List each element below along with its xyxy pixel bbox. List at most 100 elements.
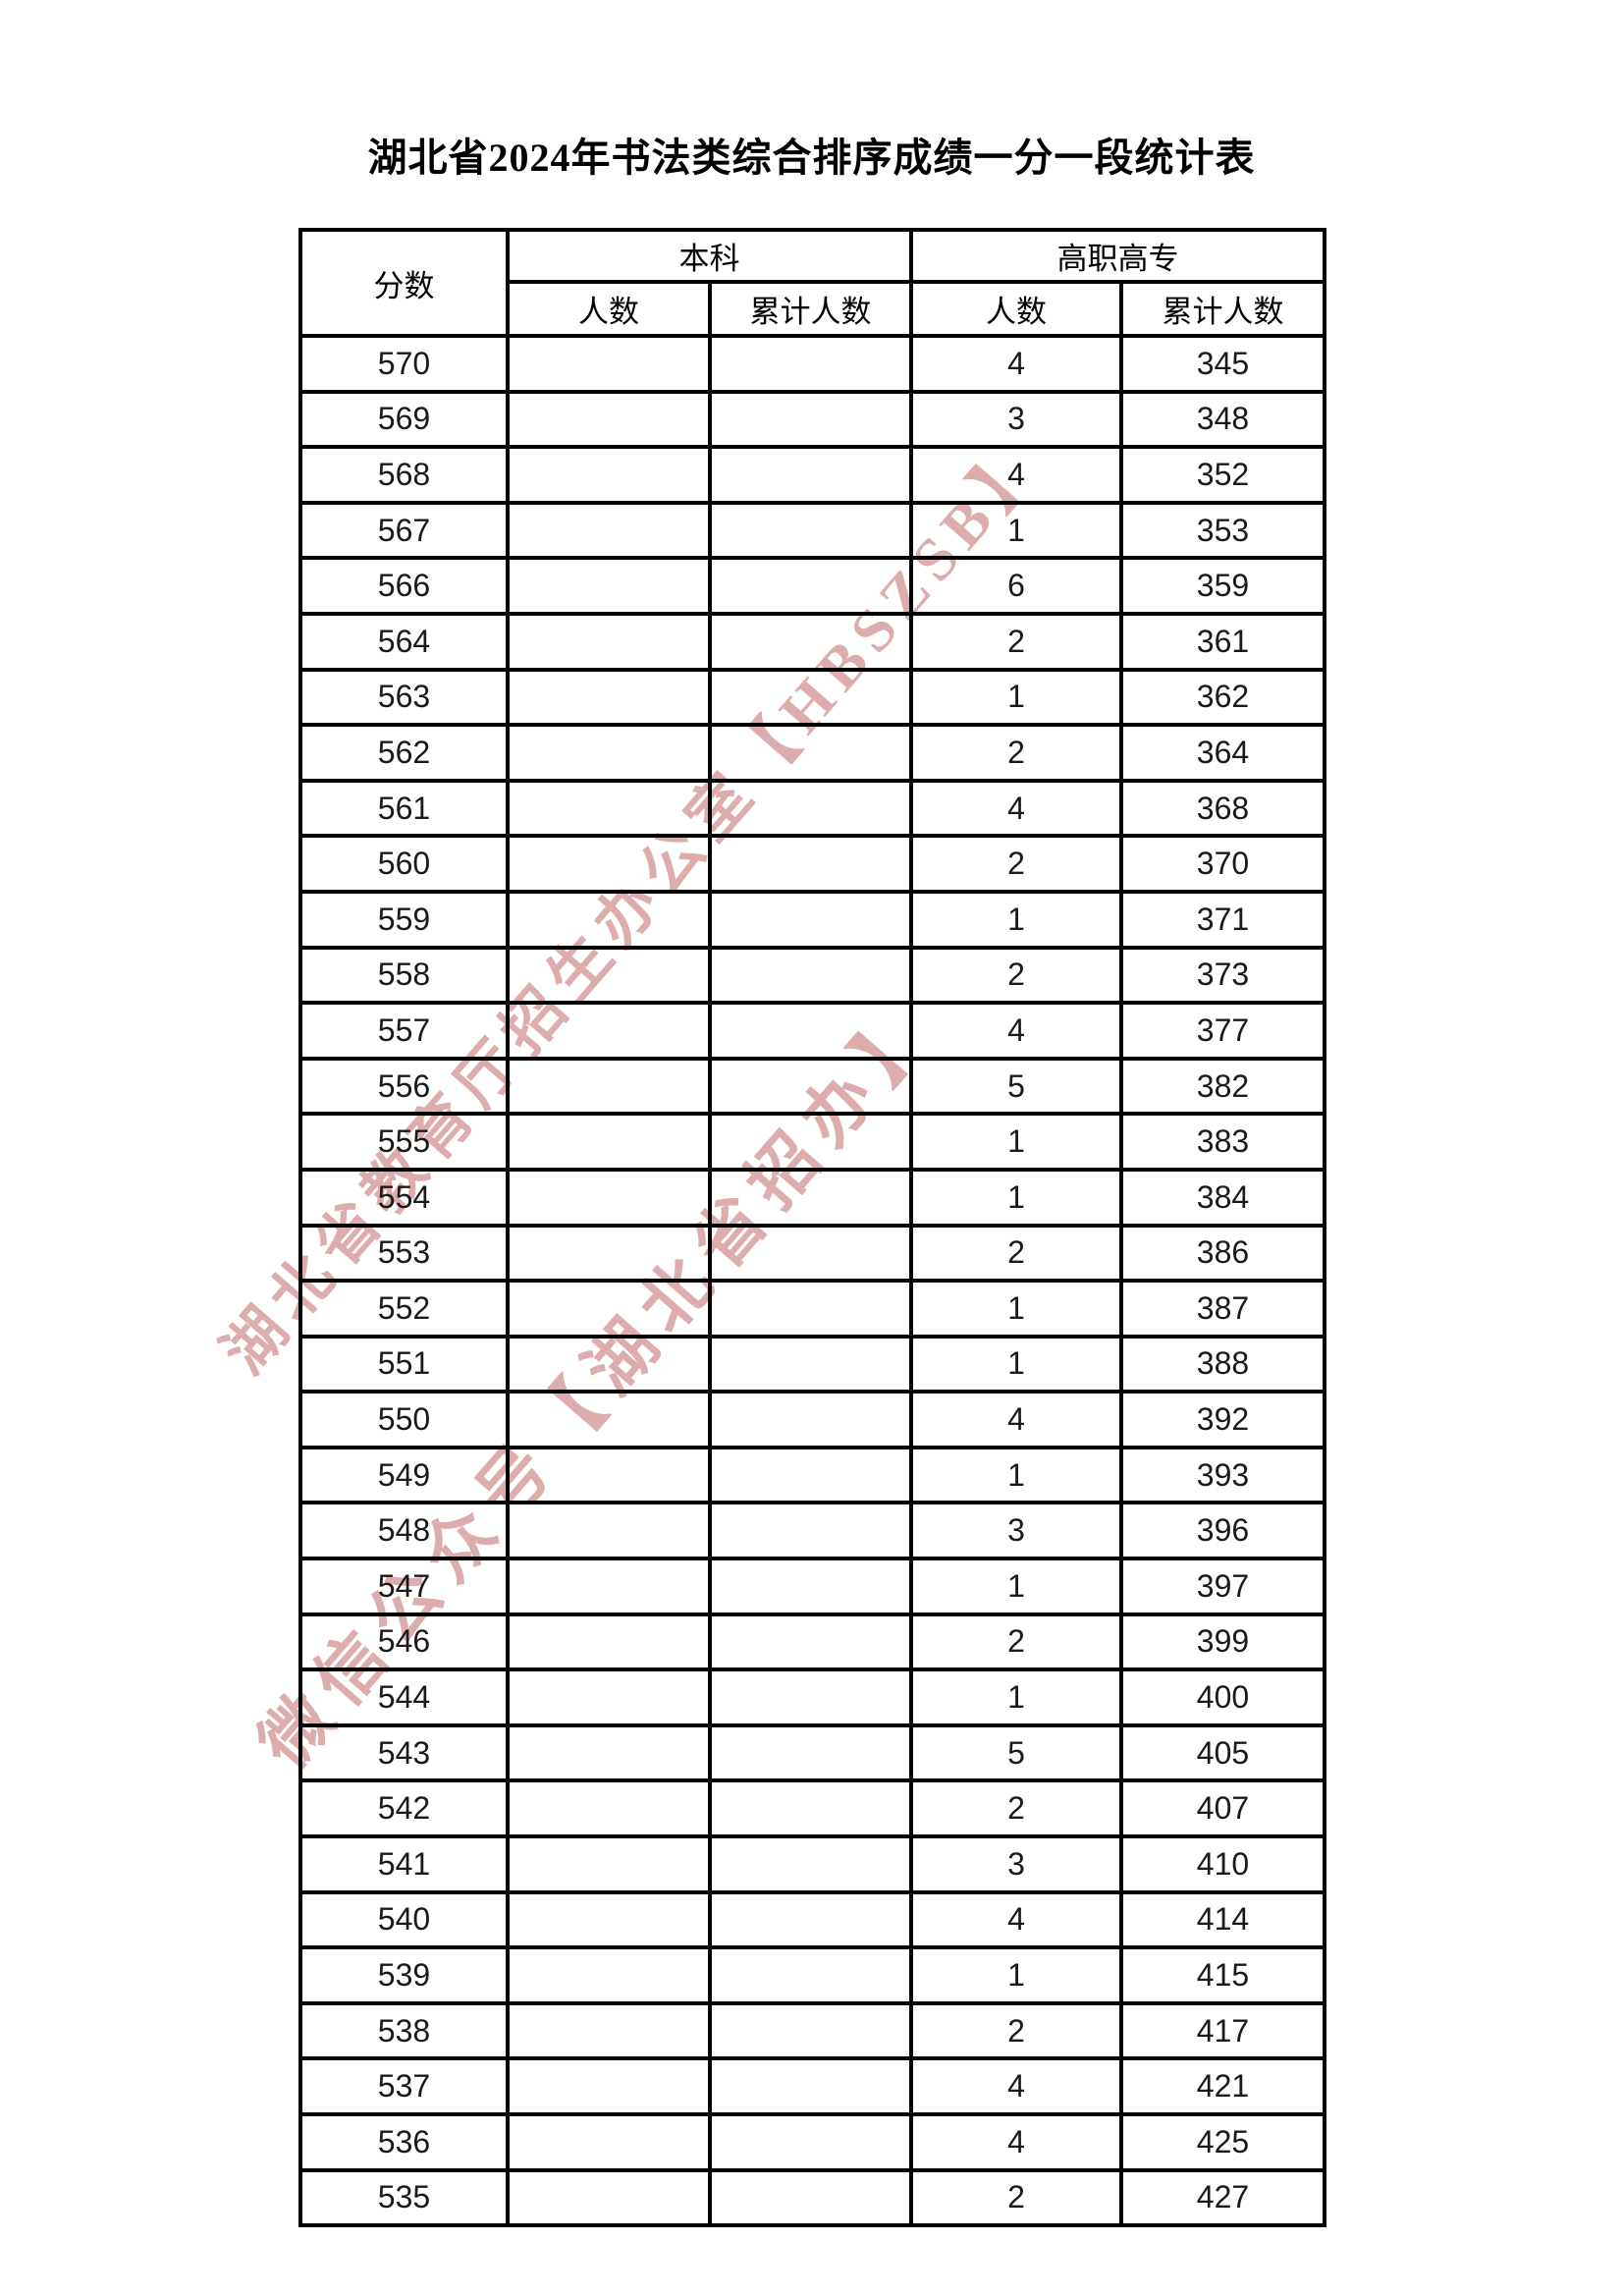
bk-cumulative-cell [708,1056,913,1117]
bk-cumulative-cell [708,834,913,894]
gz-cumulative-cell: 386 [1119,1223,1326,1284]
score-distribution-table: 分数 本科 高职高专 人数 累计人数 人数 累计人数 570 4 3 4 5 569… [298,228,1326,2228]
score-cell: 556 [298,1056,510,1117]
score-cell: 560 [298,834,510,894]
column-header-bk-count: 人数 [506,280,712,338]
bk-cumulative-cell [708,611,913,672]
bk-cumulative-cell [708,1112,913,1172]
score-cell: 570 [298,334,510,394]
bk-cumulative-cell [708,723,913,783]
bk-cumulative-cell [708,1834,913,1894]
gz-count-cell: 4 [909,1001,1123,1061]
bk-cumulative-cell [708,1390,913,1449]
gz-count-cell: 2 [909,945,1123,1006]
bk-count-cell [506,778,712,839]
score-cell: 569 [298,389,510,450]
bk-cumulative-cell [708,389,913,450]
bk-count-cell [506,723,712,783]
score-cell: 552 [298,1279,510,1339]
gz-cumulative-cell: 399 [1119,1612,1326,1672]
gz-count-cell: 4 [909,445,1123,505]
column-header-gz-cumulative: 累计人数 [1119,280,1326,338]
bk-count-cell [506,1390,712,1449]
gz-count-cell: 1 [909,889,1123,950]
gz-cumulative-cell: 383 [1119,1112,1326,1172]
column-group-vocational: 高职高专 [909,228,1326,284]
score-cell: 551 [298,1334,510,1394]
bk-cumulative-cell [708,1501,913,1561]
bk-count-cell [506,1112,712,1172]
table-row: 546 2 399 [298,1612,1326,1672]
score-cell: 554 [298,1167,510,1228]
bk-cumulative-cell [708,1557,913,1616]
gz-cumulative-cell: 388 [1119,1334,1326,1394]
gz-count-cell: 1 [909,1445,1123,1505]
gz-cumulative-cell: 387 [1119,1279,1326,1339]
bk-count-cell [506,1445,712,1505]
table-row: 539 1 415 [298,1945,1326,2005]
gz-cumulative-cell: 421 [1119,2056,1326,2116]
bk-count-cell [506,2167,712,2228]
table-row: 566 6 359 [298,556,1326,616]
gz-count-cell: 3 [909,1501,1123,1561]
gz-count-cell: 4 [909,1889,1123,1950]
bk-cumulative-cell [708,1778,913,1839]
score-cell: 546 [298,1612,510,1672]
score-cell: 566 [298,556,510,616]
table-row: 537 4 421 [298,2056,1326,2116]
score-cell: 542 [298,1778,510,1839]
bk-cumulative-cell [708,556,913,616]
bk-cumulative-cell [708,2167,913,2228]
bk-cumulative-cell [708,1612,913,1672]
bk-count-cell [506,1334,712,1394]
table-row: 536 4 425 [298,2112,1326,2172]
gz-count-cell: 5 [909,1722,1123,1783]
table-row: 567 1 353 [298,500,1326,561]
bk-count-cell [506,1279,712,1339]
bk-count-cell [506,945,712,1006]
gz-cumulative-cell: 359 [1119,556,1326,616]
gz-count-cell: 2 [909,2000,1123,2061]
bk-cumulative-cell [708,667,913,728]
bk-count-cell [506,334,712,394]
score-cell: 568 [298,445,510,505]
gz-count-cell: 4 [909,1390,1123,1449]
gz-count-cell: 2 [909,611,1123,672]
bk-cumulative-cell [708,445,913,505]
table-row: 550 4 392 [298,1390,1326,1449]
bk-count-cell [506,1667,712,1727]
bk-count-cell [506,2112,712,2172]
gz-count-cell: 1 [909,1557,1123,1616]
score-cell: 544 [298,1667,510,1727]
table-header: 分数 本科 高职高专 人数 累计人数 人数 累计人数 [298,228,1326,338]
table-row: 560 2 370 [298,834,1326,894]
bk-cumulative-cell [708,1001,913,1061]
bk-count-cell [506,1056,712,1117]
table-row: 542 2 407 [298,1778,1326,1839]
table-row: 547 1 397 [298,1557,1326,1616]
gz-cumulative-cell: 382 [1119,1056,1326,1117]
bk-cumulative-cell [708,778,913,839]
column-header-score: 分数 [298,228,510,338]
bk-count-cell [506,556,712,616]
gz-cumulative-cell: 393 [1119,1445,1326,1505]
table-row: 554 1 384 [298,1167,1326,1228]
table-row: 562 2 364 [298,723,1326,783]
table-row: 540 4 414 [298,1889,1326,1950]
score-cell: 539 [298,1945,510,2005]
score-cell: 540 [298,1889,510,1950]
table-row: 569 3 348 [298,389,1326,450]
bk-cumulative-cell [708,945,913,1006]
column-group-undergraduate: 本科 [506,228,913,284]
column-header-gz-count: 人数 [909,280,1123,338]
gz-cumulative-cell: 397 [1119,1557,1326,1616]
gz-cumulative-cell: 427 [1119,2167,1326,2228]
score-cell: 553 [298,1223,510,1284]
table-row: 564 2 361 [298,611,1326,672]
gz-count-cell: 2 [909,1223,1123,1284]
gz-cumulative-cell: 417 [1119,2000,1326,2061]
gz-count-cell: 4 [909,2056,1123,2116]
gz-cumulative-cell: 396 [1119,1501,1326,1561]
table-row: 563 1 362 [298,667,1326,728]
gz-cumulative-cell: 353 [1119,500,1326,561]
